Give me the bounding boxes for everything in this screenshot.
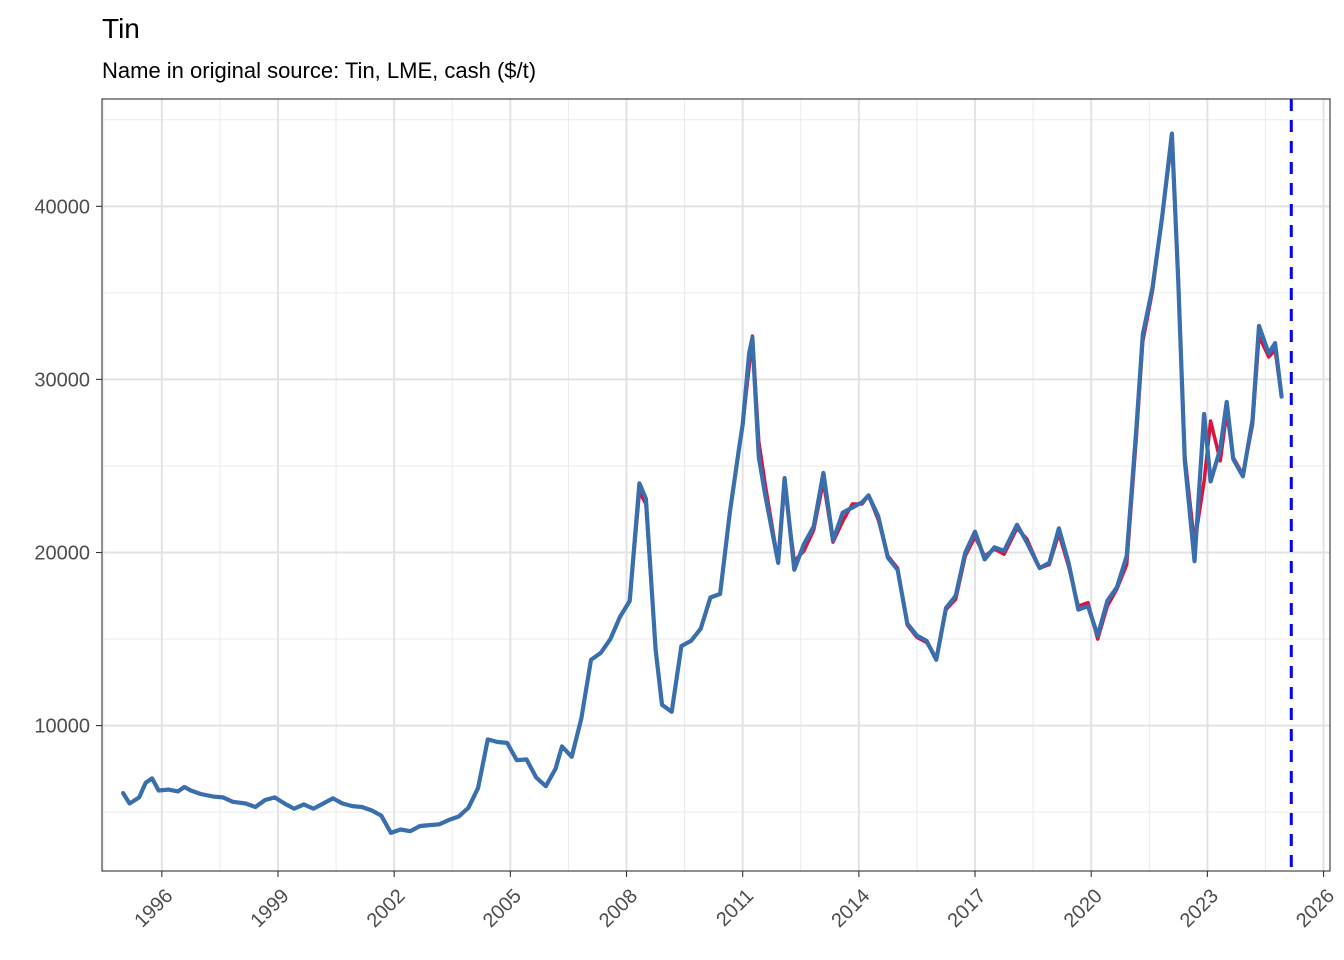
y-tick-label: 40000 [34,196,90,218]
y-tick-label: 20000 [34,543,90,565]
chart-subtitle: Name in original source: Tin, LME, cash … [102,58,536,83]
chart-title: Tin [102,13,140,44]
x-tick-label: 2008 [595,885,642,932]
series-line-2 [121,131,1284,835]
x-tick-label: 2026 [1292,885,1339,932]
x-tick-label: 2023 [1176,885,1223,932]
x-tick-label: 2002 [363,885,410,932]
y-tick-label: 10000 [34,716,90,738]
x-tick-label: 2017 [944,885,991,932]
y-axis: 10000 20000 30000 40000 [34,196,102,738]
x-tick-label: 1996 [130,885,177,932]
plot-border [101,98,1331,872]
series-group [121,131,1284,835]
x-tick-label: 1999 [247,885,294,932]
y-tick-label: 30000 [34,369,90,391]
grid-major [102,99,1330,871]
x-tick-label: 2011 [712,885,758,931]
x-tick-label: 2014 [827,885,874,932]
x-axis: 1996 1999 2002 2005 2008 2011 2014 2017 2020 2023… [130,871,1339,932]
x-tick-label: 2020 [1060,885,1107,932]
plot-area [102,99,1330,871]
x-tick-label: 2005 [479,885,526,932]
grid-minor [102,99,1330,871]
